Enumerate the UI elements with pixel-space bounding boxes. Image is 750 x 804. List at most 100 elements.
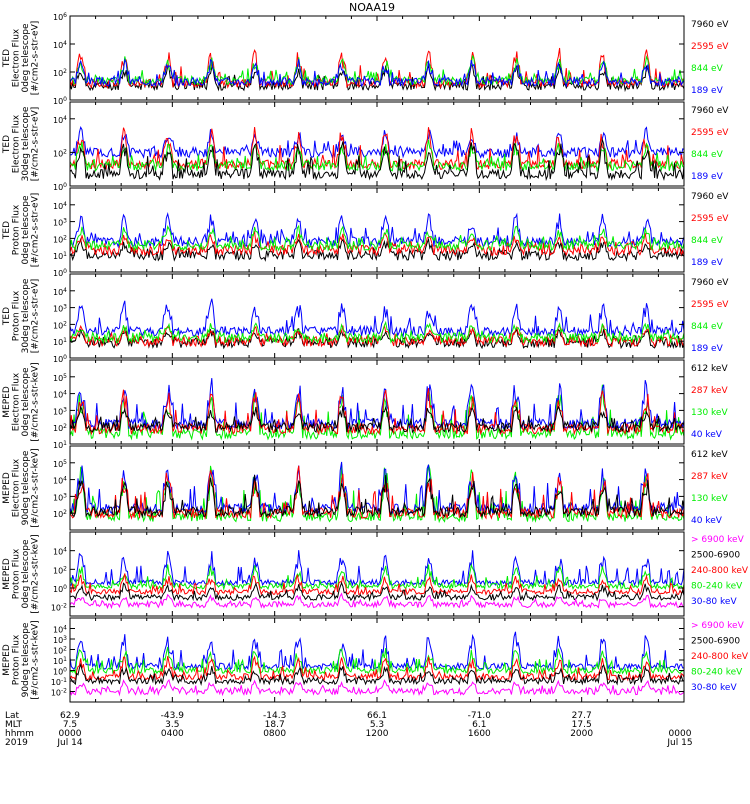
legend-entry: 30-80 keV [691, 683, 737, 693]
y-tick-label: 104 [53, 547, 67, 557]
series-line [70, 237, 684, 262]
legend-entry: 80-240 keV [691, 668, 743, 678]
series-line [70, 563, 684, 591]
y-tick-label: 104 [53, 201, 67, 211]
x-axis-row-label: Lat [5, 711, 20, 721]
legend-entry: 40 keV [691, 516, 723, 526]
y-tick-label: 100 [53, 96, 67, 106]
x-tick-label: 0000 [669, 729, 692, 739]
y-tick-label: 102 [53, 423, 67, 433]
y-tick-label: 100 [53, 268, 67, 278]
series-line [70, 224, 684, 252]
y-axis-label-line: TED [2, 49, 12, 68]
series-line [70, 127, 684, 171]
y-axis-label-line: [#/cm2-s-str-keV] [31, 362, 41, 441]
legend-entry: 7960 eV [691, 106, 729, 116]
panel-1: 100 102 104 106 TED Electron Flux 0deg telesco… [2, 12, 729, 106]
series-line [70, 678, 684, 697]
y-tick-label: 104 [53, 390, 67, 400]
series-line [70, 125, 684, 160]
y-tick-label: 101 [53, 656, 67, 666]
x-tick-label: 3.5 [165, 720, 179, 730]
panel-series-group [70, 550, 684, 610]
series-line [70, 646, 684, 676]
panel-frame [69, 445, 685, 531]
x-tick-label: 0800 [263, 729, 286, 739]
legend-entry: 240-800 keV [691, 652, 749, 662]
legend-entry: 287 keV [691, 472, 728, 482]
y-axis-label-line: Proton Flux [12, 204, 22, 255]
y-axis-label-line: 0deg telescope [21, 367, 31, 437]
y-axis-label-line: Electron Flux [12, 372, 22, 431]
y-tick-label: 10-2 [51, 688, 67, 698]
y-tick-label: 10-2 [51, 603, 67, 613]
y-axis-label-line: TED [2, 221, 12, 240]
legend-entry: 130 keV [691, 494, 728, 504]
panel-3: 100 101 102 103 104 TED Proton Flux 0deg telesc… [2, 187, 729, 278]
y-tick-label: 102 [53, 320, 67, 330]
x-tick-label: 0000 [59, 729, 82, 739]
y-tick-label: 103 [53, 218, 67, 228]
x-tick-label: Jul 15 [666, 738, 692, 748]
y-tick-label: 103 [53, 304, 67, 314]
series-line [70, 573, 684, 596]
y-tick-label: 100 [53, 182, 67, 192]
panel-series-group [70, 378, 684, 441]
y-axis-label-line: Proton Flux [12, 290, 22, 341]
x-tick-label: 18.7 [265, 720, 285, 730]
y-tick-label: 100 [53, 584, 67, 594]
legend-entry: 40 keV [691, 430, 723, 440]
series-line [70, 320, 684, 345]
x-tick-label: -71.0 [468, 711, 492, 721]
legend-entry: > 6900 keV [691, 535, 745, 545]
y-tick-label: 105 [53, 459, 67, 469]
y-tick-label: 102 [53, 646, 67, 656]
y-tick-label: 103 [53, 406, 67, 416]
legend-entry: 844 eV [691, 236, 724, 246]
y-axis-label-line: Proton Flux [12, 634, 22, 685]
y-axis-label-line: [#/cm2-s-str-eV] [31, 193, 41, 268]
series-line [70, 550, 684, 588]
series-line [70, 212, 684, 249]
y-axis-label-line: 0deg telescope [21, 195, 31, 265]
x-tick-label: -14.3 [263, 711, 286, 721]
chart-title: NOAA19 [349, 1, 395, 14]
legend-entry: 2595 eV [691, 128, 729, 138]
legend-entry: 2500-6900 [691, 551, 740, 561]
series-line [70, 139, 684, 173]
legend-entry: 612 keV [691, 450, 728, 460]
legend-entry: 7960 eV [691, 20, 729, 30]
y-tick-label: 103 [53, 635, 67, 645]
y-tick-label: 102 [53, 509, 67, 519]
series-line [70, 581, 684, 602]
y-tick-label: 104 [53, 115, 67, 125]
y-tick-label: 106 [53, 12, 67, 22]
y-axis-label-line: MEPED [2, 644, 12, 676]
legend-entry: 7960 eV [691, 278, 729, 288]
legend-entry: 612 keV [691, 364, 728, 374]
legend-entry: 130 keV [691, 408, 728, 418]
legend-entry: 7960 eV [691, 192, 729, 202]
x-axis-row-label: MLT [5, 720, 23, 730]
x-tick-label: 6.1 [472, 720, 486, 730]
x-tick-label: -43.9 [161, 711, 185, 721]
panel-series-group [70, 125, 684, 182]
series-line [70, 298, 684, 338]
legend-entry: 844 eV [691, 322, 724, 332]
y-axis-label-line: [#/cm2-s-str-keV] [31, 448, 41, 527]
y-tick-label: 101 [53, 440, 67, 450]
legend-entry: 2500-6900 [691, 637, 740, 647]
x-tick-label: 1200 [366, 729, 389, 739]
series-line [70, 631, 684, 672]
y-axis-label-line: 0deg telescope [21, 539, 31, 609]
panel-series-group [70, 631, 684, 697]
series-line [70, 592, 684, 610]
panel-7: 10-2 100 102 104 MEPED Proton Flux 0deg telesc… [2, 531, 749, 617]
x-tick-label: 7.5 [63, 720, 77, 730]
legend-entry: 189 eV [691, 86, 724, 96]
panel-series-group [70, 47, 684, 93]
x-tick-label: 1600 [468, 729, 491, 739]
